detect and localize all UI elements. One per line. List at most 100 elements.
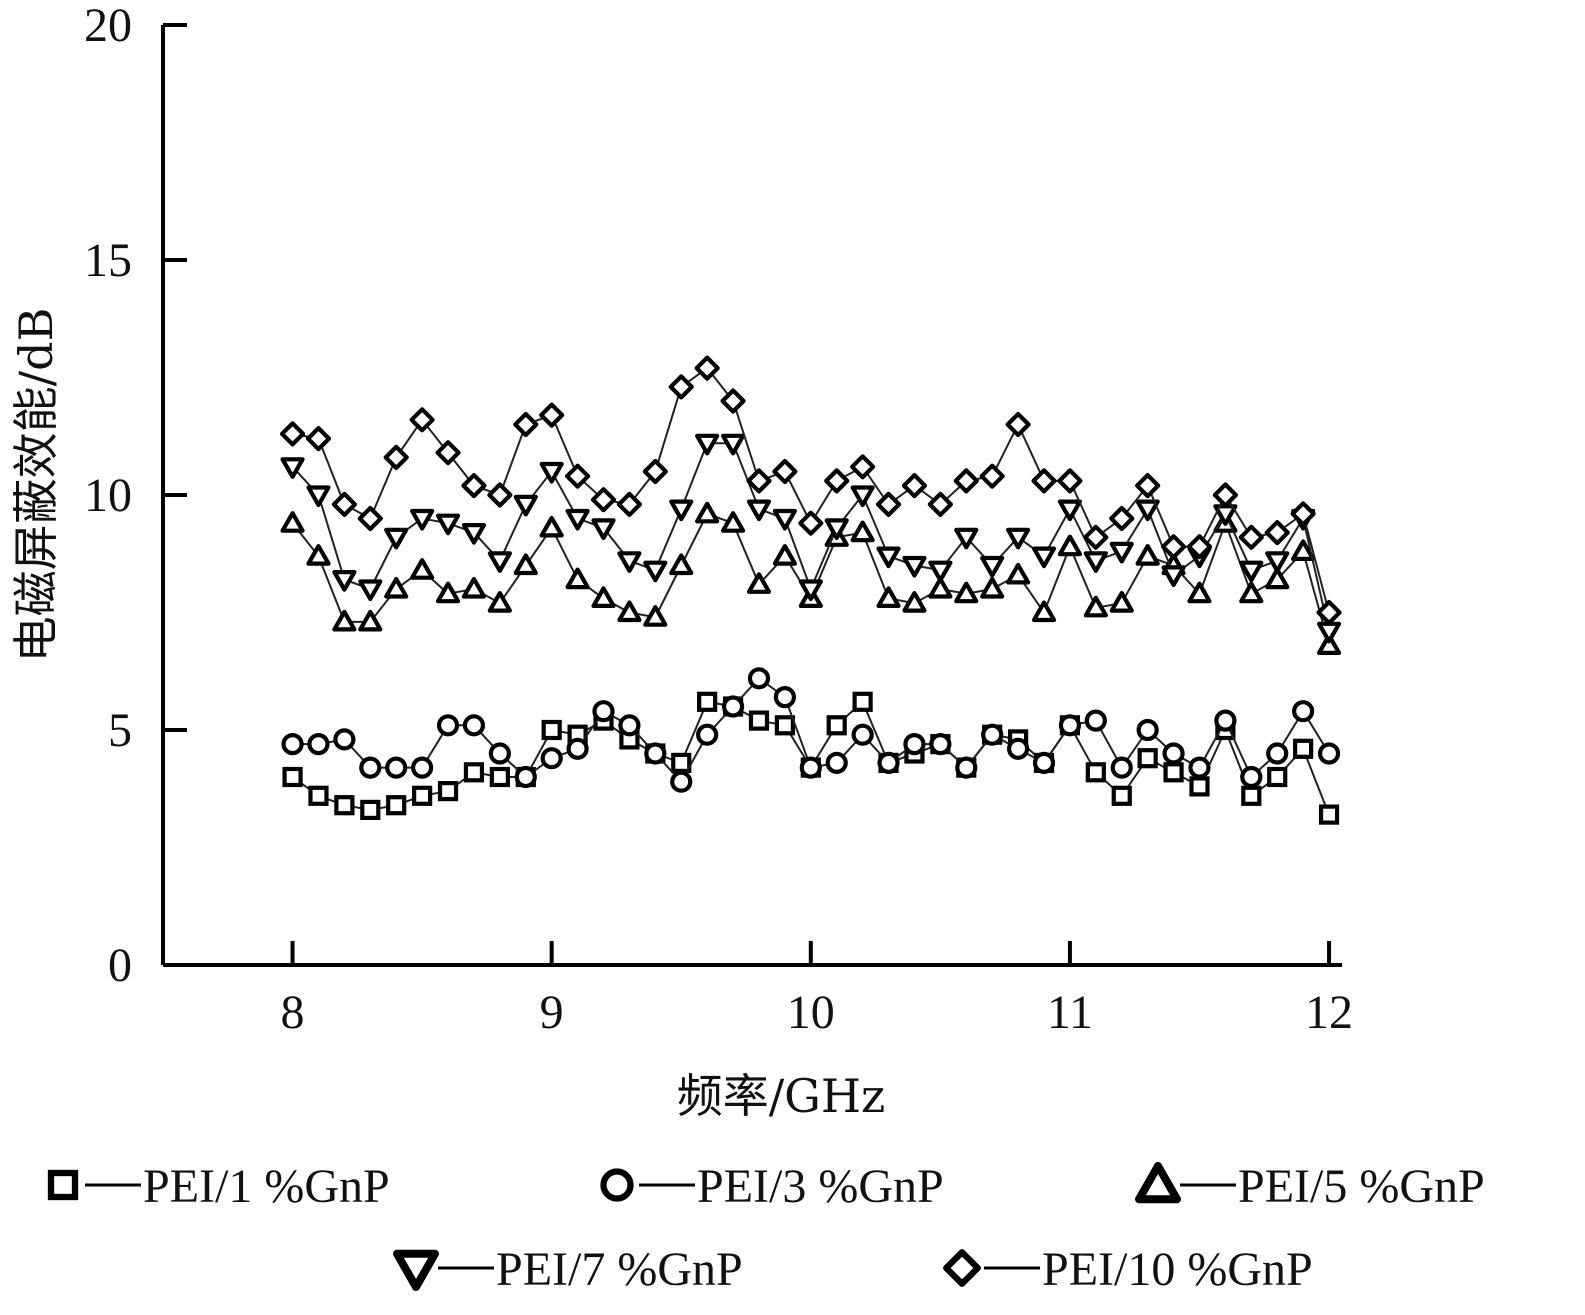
data-point bbox=[1083, 551, 1108, 573]
data-point bbox=[1316, 621, 1342, 644]
data-point bbox=[748, 710, 770, 731]
data-point bbox=[383, 444, 409, 470]
data-point bbox=[1031, 468, 1057, 494]
data-point bbox=[1057, 468, 1083, 494]
data-point bbox=[927, 491, 953, 518]
data-point bbox=[1266, 742, 1289, 765]
x-tick-label: 8 bbox=[281, 986, 305, 1039]
data-point bbox=[1317, 742, 1341, 765]
data-point bbox=[591, 586, 616, 609]
data-point bbox=[695, 501, 720, 524]
data-point bbox=[333, 728, 356, 751]
data-point bbox=[746, 499, 772, 522]
data-point bbox=[876, 546, 901, 569]
data-point bbox=[409, 407, 435, 433]
data-point bbox=[1137, 748, 1158, 769]
y-tick-label: 15 bbox=[84, 234, 132, 287]
data-point bbox=[1031, 546, 1057, 569]
data-point bbox=[772, 458, 798, 485]
data-point bbox=[1187, 581, 1212, 604]
data-point bbox=[539, 402, 565, 428]
series-layer bbox=[279, 355, 1342, 825]
data-point bbox=[435, 440, 461, 466]
data-point bbox=[798, 510, 824, 536]
data-point bbox=[617, 600, 642, 623]
data-point bbox=[359, 756, 382, 779]
data-point bbox=[979, 463, 1005, 489]
data-point bbox=[1135, 499, 1160, 522]
data-point bbox=[461, 522, 487, 545]
y-tick-label: 0 bbox=[108, 939, 132, 992]
data-point bbox=[358, 579, 383, 602]
data-point bbox=[513, 553, 538, 576]
data-point bbox=[643, 560, 668, 583]
data-point bbox=[1032, 751, 1056, 775]
y-tick-label: 10 bbox=[84, 469, 132, 522]
data-point bbox=[1214, 709, 1237, 732]
data-point bbox=[1083, 524, 1109, 550]
data-point bbox=[1005, 527, 1031, 550]
legend-label: PEI/7 %GnP bbox=[496, 1243, 743, 1296]
data-point bbox=[798, 579, 823, 602]
data-point bbox=[332, 609, 357, 632]
data-point bbox=[826, 715, 847, 736]
data-point bbox=[850, 454, 876, 480]
data-point bbox=[331, 491, 357, 518]
axes: 0 5 10 15 20 8 9 10 11 12 bbox=[84, 0, 1353, 1039]
legend: PEI/1 %GnP PEI/3 %GnP PEI/5 %GnP PEI/7 %GnP… bbox=[47, 1160, 1485, 1296]
data-point bbox=[461, 576, 487, 599]
data-point bbox=[1083, 595, 1108, 618]
x-tick-label: 9 bbox=[540, 986, 564, 1039]
legend-item: PEI/10 %GnP bbox=[943, 1243, 1313, 1296]
data-point bbox=[306, 485, 331, 508]
data-point bbox=[618, 714, 641, 737]
data-point bbox=[1005, 411, 1031, 438]
legend-marker bbox=[943, 1249, 981, 1287]
data-point bbox=[308, 785, 329, 806]
data-point bbox=[1058, 714, 1082, 737]
data-point bbox=[385, 756, 408, 779]
data-point bbox=[746, 572, 772, 594]
data-point bbox=[1161, 565, 1186, 588]
data-point bbox=[1316, 633, 1342, 656]
data-point bbox=[617, 551, 642, 573]
data-point bbox=[1265, 567, 1290, 590]
data-point bbox=[1162, 742, 1185, 765]
data-point bbox=[696, 723, 719, 746]
data-point bbox=[513, 411, 539, 438]
data-point bbox=[435, 581, 461, 604]
data-point bbox=[566, 737, 589, 760]
data-point bbox=[746, 468, 772, 494]
x-axis-title: 频率/GHz bbox=[677, 1069, 886, 1123]
data-point bbox=[954, 581, 979, 604]
data-point bbox=[1109, 505, 1135, 532]
data-point bbox=[540, 747, 563, 770]
data-point bbox=[1135, 543, 1160, 566]
legend-label: PEI/10 %GnP bbox=[1042, 1243, 1313, 1296]
data-point bbox=[279, 421, 306, 447]
data-point bbox=[1239, 581, 1264, 604]
series-5 bbox=[279, 355, 1342, 626]
data-point bbox=[565, 508, 590, 531]
data-point bbox=[1057, 499, 1083, 522]
data-point bbox=[1031, 600, 1057, 623]
legend-item: PEI/3 %GnP bbox=[600, 1160, 944, 1213]
legend-marker bbox=[600, 1168, 634, 1202]
data-point bbox=[720, 433, 746, 456]
data-point bbox=[928, 576, 953, 599]
legend-label: PEI/1 %GnP bbox=[143, 1160, 390, 1213]
data-point bbox=[772, 508, 797, 531]
data-point bbox=[513, 494, 538, 517]
data-point bbox=[697, 691, 718, 712]
data-point bbox=[877, 751, 900, 775]
data-point bbox=[929, 732, 952, 756]
data-point bbox=[824, 468, 850, 494]
data-point bbox=[1238, 524, 1264, 550]
legend-label: PEI/3 %GnP bbox=[697, 1160, 944, 1213]
data-point bbox=[953, 468, 979, 494]
data-point bbox=[411, 756, 434, 779]
data-point bbox=[565, 567, 590, 590]
data-point bbox=[1290, 501, 1316, 527]
data-point bbox=[720, 511, 746, 533]
